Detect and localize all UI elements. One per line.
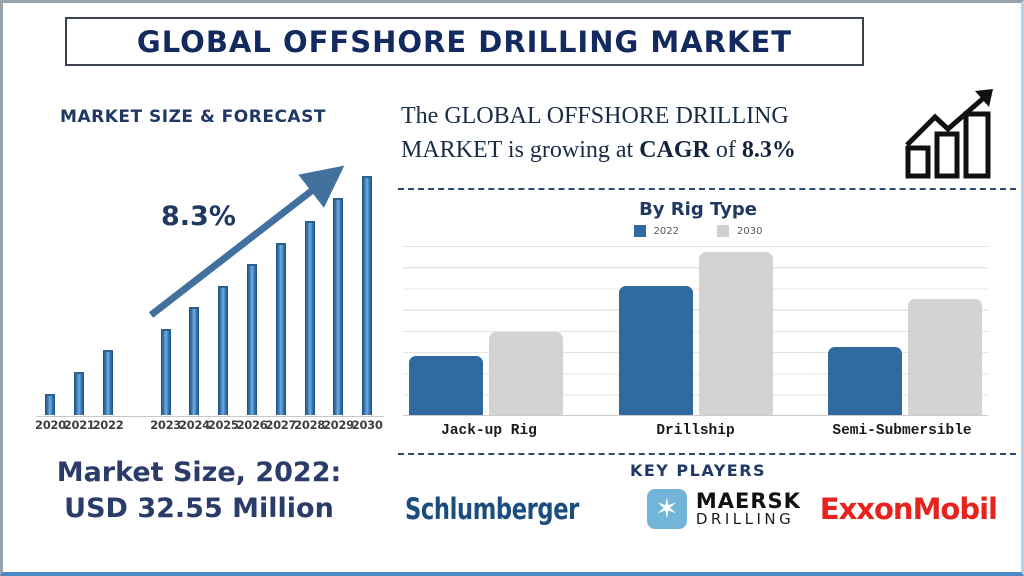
dashed-separator-top — [398, 188, 1016, 190]
rig-chart-plot — [403, 246, 988, 416]
forecast-bar-2023 — [160, 328, 171, 415]
maersk-logo-line2: DRILLING — [695, 510, 795, 529]
forecast-bar-column: 2023 — [150, 170, 181, 434]
forecast-bar-2030 — [362, 176, 373, 415]
rig-chart-legend: 2022 2030 — [458, 225, 938, 237]
growth-sentence-part1: The GLOBAL OFFSHORE DRILLING MARKET is g… — [401, 103, 789, 163]
growth-sentence-rate: 8.3% — [741, 136, 796, 163]
growth-sentence-cagr: CAGR — [639, 136, 710, 163]
forecast-bar-2029 — [333, 197, 344, 415]
forecast-year-label: 2030 — [351, 418, 383, 432]
legend-label-2030: 2030 — [737, 225, 763, 237]
rig-bar-group — [828, 299, 982, 415]
forecast-bar-column: 2026 — [236, 170, 268, 434]
forecast-bar-2026 — [246, 264, 257, 415]
rig-bar-group — [409, 331, 563, 415]
forecast-year-label: 2022 — [92, 418, 124, 432]
forecast-year-label: 2020 — [35, 418, 66, 432]
schlumberger-logo: Schlumberger — [405, 492, 579, 526]
rig-category-label: Jack-up Rig — [441, 423, 537, 439]
forecast-bar-2024 — [189, 307, 200, 415]
forecast-year-label: 2021 — [63, 418, 95, 432]
forecast-bar-column: 2020 — [35, 170, 66, 434]
rig-bar-group — [618, 252, 773, 415]
exxonmobil-logo: ExxonMobil — [819, 492, 998, 526]
forecast-year-label: 2025 — [207, 418, 239, 432]
rig-bar-2030 — [489, 331, 563, 415]
rig-bar-2030 — [698, 252, 773, 415]
forecast-bar-2022 — [102, 350, 113, 415]
page-title: GLOBAL OFFSHORE DRILLING MARKET — [136, 24, 793, 59]
forecast-bar-column: 2030 — [351, 170, 383, 434]
legend-swatch-2022 — [633, 225, 646, 237]
growth-sentence-part2: of — [709, 136, 742, 163]
title-box: GLOBAL OFFSHORE DRILLING MARKET — [65, 17, 864, 66]
rig-chart-bars — [403, 246, 988, 415]
forecast-axis-line — [36, 416, 384, 417]
market-size-line1: Market Size, 2022: — [56, 457, 342, 488]
rig-bar-2022 — [618, 286, 693, 415]
cagr-annotation: 8.3% — [161, 201, 236, 232]
legend-label-2022: 2022 — [653, 225, 679, 237]
forecast-bar-column: 2021 — [63, 170, 95, 434]
maersk-star-icon: ✶ — [646, 489, 687, 529]
forecast-bar-column: 2022 — [92, 170, 124, 434]
forecast-bar-2020 — [45, 393, 56, 415]
rig-category-label: Semi-Submersible — [832, 423, 972, 439]
growth-chart-icon — [905, 89, 993, 179]
forecast-year-label: 2028 — [294, 418, 325, 432]
forecast-bar-column: 2027 — [265, 170, 297, 434]
forecast-bar-column: 2028 — [294, 170, 325, 434]
market-size-line2: USD 32.55 Million — [64, 493, 334, 525]
forecast-heading: MARKET SIZE & FORECAST — [60, 107, 326, 127]
rig-category-label: Drillship — [656, 423, 735, 439]
rig-chart-category-labels: Jack-up Rig Drillship Semi-Submersible — [403, 423, 988, 439]
forecast-chart: 2020 2021 2022 2023 2024 2025 2026 2027 2028 2029… — [35, 170, 383, 434]
forecast-bar-2021 — [74, 371, 85, 415]
rig-bar-2022 — [409, 356, 483, 415]
forecast-bar-2028 — [304, 221, 315, 415]
market-size-callout: Market Size, 2022: USD 32.55 Million — [23, 455, 375, 528]
legend-item-2030: 2030 — [717, 225, 762, 237]
key-players-row: Schlumberger ✶ MAERSK DRILLING ExxonMobi… — [405, 486, 998, 532]
forecast-bar-column: 2029 — [322, 170, 354, 434]
forecast-bar-2027 — [275, 242, 286, 415]
forecast-year-label: 2027 — [265, 418, 297, 432]
maersk-logo-text: MAERSK DRILLING — [695, 488, 801, 529]
legend-swatch-2030 — [717, 225, 729, 237]
rig-chart-title: By Rig Type — [639, 199, 757, 220]
maersk-drilling-logo: ✶ MAERSK DRILLING — [646, 488, 801, 529]
forecast-year-label: 2023 — [150, 418, 181, 432]
maersk-logo-line1: MAERSK — [695, 488, 801, 513]
dashed-separator-bottom — [398, 453, 1016, 455]
key-players-heading: KEY PLAYERS — [629, 461, 767, 480]
legend-item-2022: 2022 — [633, 225, 679, 237]
forecast-year-label: 2026 — [236, 418, 268, 432]
rig-bar-2030 — [908, 299, 982, 415]
forecast-bar-2025 — [218, 285, 229, 415]
growth-sentence: The GLOBAL OFFSHORE DRILLING MARKET is g… — [401, 100, 893, 167]
forecast-year-label: 2029 — [322, 418, 354, 432]
forecast-year-label: 2024 — [178, 418, 210, 432]
rig-bar-2022 — [828, 346, 902, 415]
